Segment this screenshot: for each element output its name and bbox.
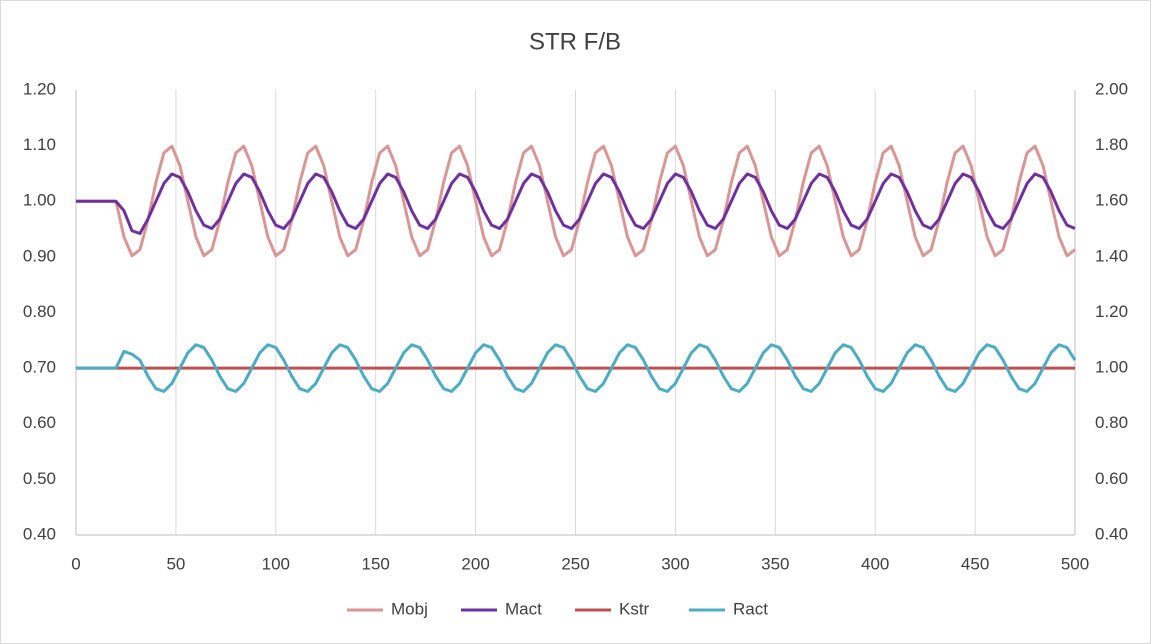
series-line <box>76 144 1076 258</box>
x-tick-label: 450 <box>961 554 989 573</box>
y2-tick-label: 1.60 <box>1095 191 1128 210</box>
series-line <box>76 172 1076 236</box>
legend-label: Kstr <box>619 599 650 618</box>
y2-tick-label: 1.40 <box>1095 246 1128 265</box>
y-tick-label: 0.50 <box>23 469 56 488</box>
series-line <box>76 343 1077 393</box>
y2-tick-label: 1.20 <box>1095 302 1128 321</box>
chart-title: STR F/B <box>529 28 621 55</box>
y-tick-label: 0.80 <box>23 302 56 321</box>
x-tick-label: 50 <box>166 554 185 573</box>
y-tick-label: 0.70 <box>23 358 56 377</box>
y-tick-label: 1.20 <box>23 79 56 98</box>
y2-tick-label: 0.80 <box>1095 413 1128 432</box>
y2-tick-label: 1.80 <box>1095 135 1128 154</box>
y2-tick-label: 0.60 <box>1095 469 1128 488</box>
y-tick-label: 0.60 <box>23 413 56 432</box>
x-tick-label: 250 <box>561 554 589 573</box>
y2-tick-label: 1.00 <box>1095 358 1128 377</box>
y-tick-label: 1.10 <box>23 135 56 154</box>
y2-tick-label: 2.00 <box>1095 79 1128 98</box>
x-tick-label: 350 <box>761 554 789 573</box>
y2-tick-label: 0.40 <box>1095 524 1128 543</box>
x-tick-label: 150 <box>362 554 390 573</box>
x-tick-label: 300 <box>661 554 689 573</box>
legend-label: Ract <box>733 599 768 618</box>
x-tick-label: 500 <box>1061 554 1089 573</box>
y-tick-label: 1.00 <box>23 191 56 210</box>
x-tick-label: 100 <box>262 554 290 573</box>
legend-label: Mact <box>505 599 542 618</box>
x-tick-label: 200 <box>461 554 489 573</box>
x-tick-label: 0 <box>71 554 80 573</box>
x-tick-label: 400 <box>861 554 889 573</box>
y-tick-label: 0.40 <box>23 524 56 543</box>
legend-label: Mobj <box>391 599 428 618</box>
y-tick-label: 0.90 <box>23 246 56 265</box>
